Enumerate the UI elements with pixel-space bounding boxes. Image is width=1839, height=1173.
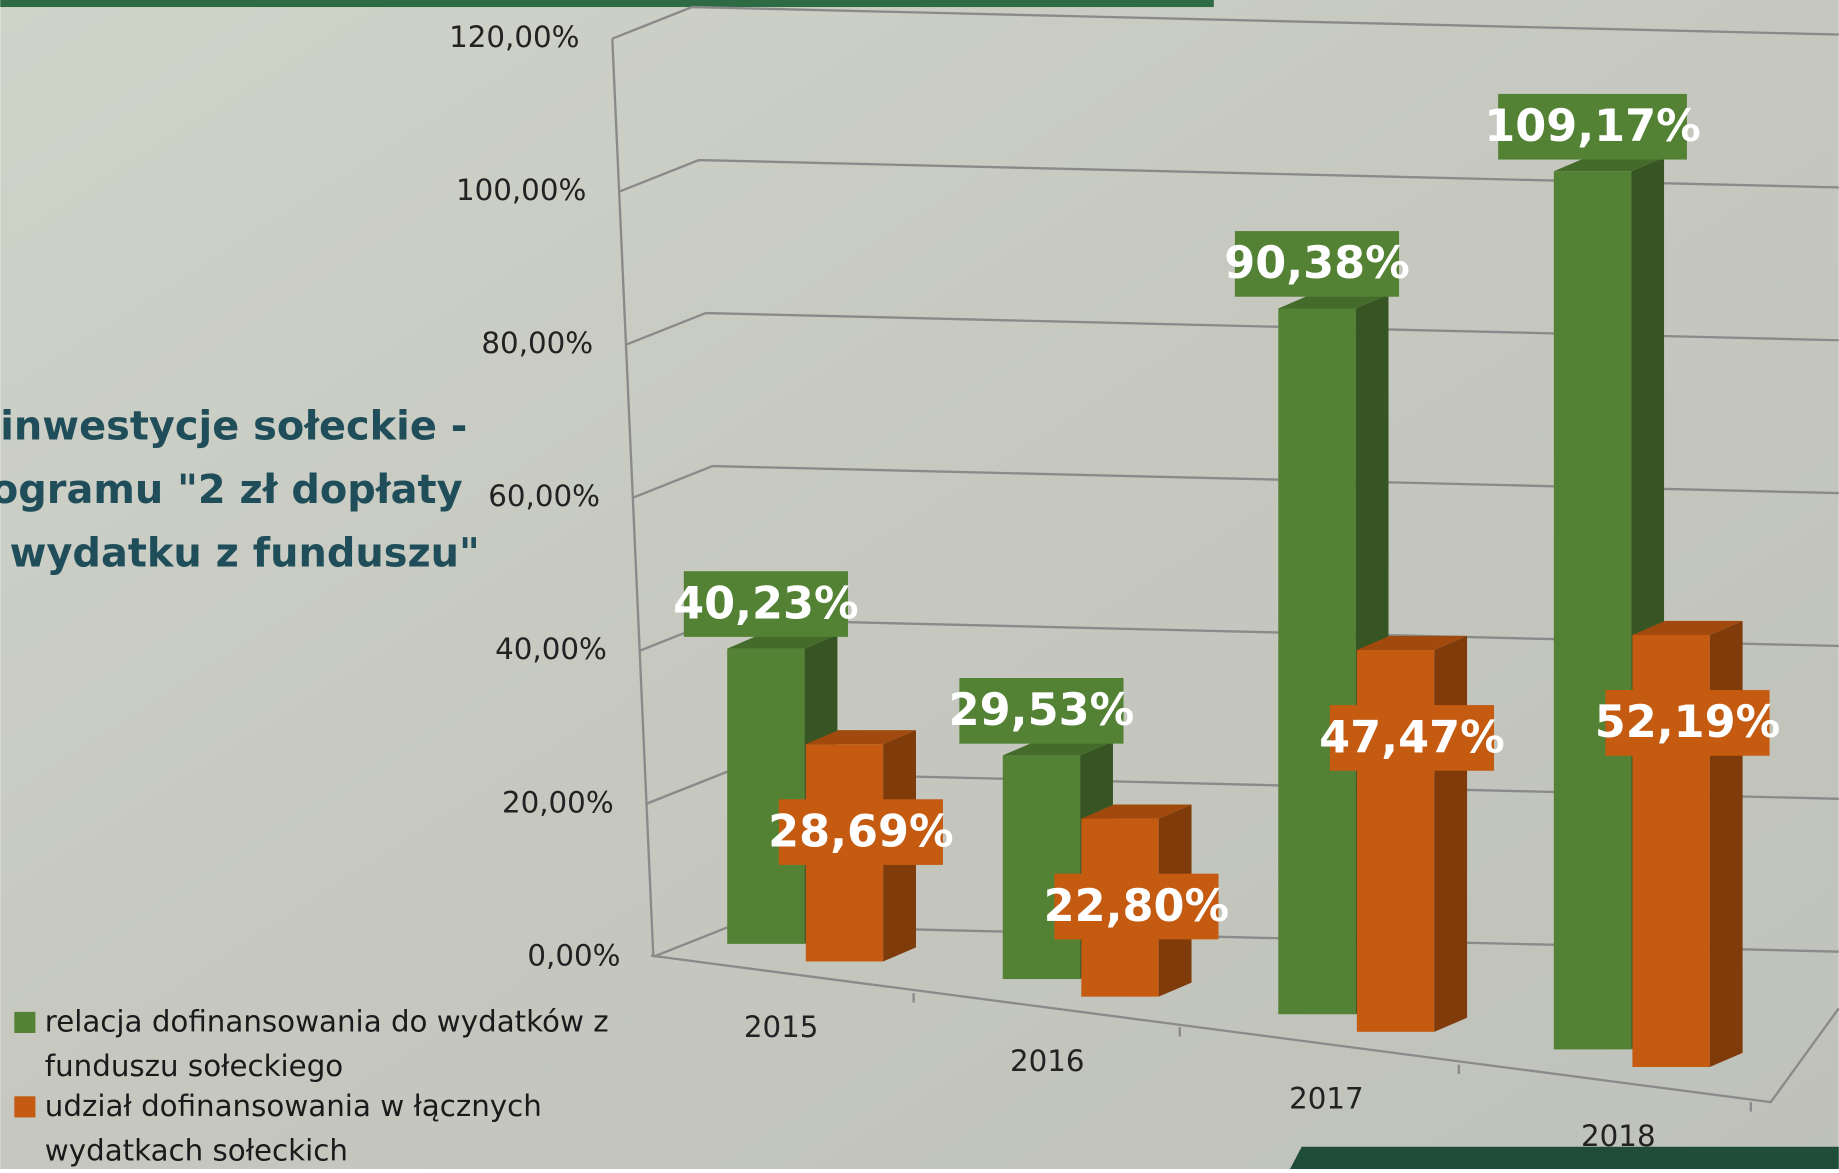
legend-label: udział dofinansowania w łącznych wydatkac…	[45, 1088, 542, 1167]
title-line: inwestycje sołeckie -	[0, 404, 467, 450]
value-label: 90,38%	[1224, 237, 1410, 289]
x-tick-label: 2016	[1010, 1044, 1085, 1078]
bar-front	[727, 648, 805, 944]
value-label-box	[1329, 705, 1495, 771]
y-tick-label: 0,00%	[527, 938, 620, 972]
bar-top	[727, 634, 838, 649]
bar	[1632, 620, 1743, 1067]
bar-side	[1434, 635, 1468, 1032]
legend-swatch	[14, 1011, 36, 1033]
value-label-box	[683, 571, 848, 637]
y-tick-label: 60,00%	[488, 479, 600, 513]
grid-line	[625, 311, 1839, 346]
y-axis	[611, 38, 655, 957]
y-tick-label: 100,00%	[456, 173, 586, 207]
value-label: 28,69%	[768, 805, 954, 857]
value-label-box	[1498, 93, 1687, 160]
bar	[1278, 294, 1389, 1015]
bar-side	[1709, 620, 1743, 1067]
legend-label-line: udział dofinansowania w łącznych	[45, 1088, 542, 1122]
x-tick-label: 2018	[1581, 1119, 1656, 1153]
floor-edge	[650, 954, 1839, 1104]
legend-label: relacja dofinansowania do wydatków z fund…	[45, 1004, 609, 1083]
grid-line	[632, 464, 1839, 499]
value-label-box	[1054, 873, 1219, 940]
bar-front	[1002, 755, 1081, 980]
value-label: 52,19%	[1595, 696, 1781, 748]
bar-top	[805, 730, 916, 745]
bottom-band	[1290, 1146, 1839, 1169]
grid-line	[611, 5, 1839, 40]
value-label-box	[1234, 231, 1400, 297]
bar-top	[1632, 620, 1743, 635]
value-label: 109,17%	[1484, 100, 1701, 152]
grid-line	[646, 770, 1839, 805]
title-line: ogramu "2 zł dopłaty	[0, 467, 463, 513]
value-label: 22,80%	[1044, 880, 1230, 932]
x-tick-label: 2015	[744, 1010, 819, 1044]
legend-swatch	[14, 1096, 36, 1118]
x-tick-label: 2017	[1289, 1081, 1364, 1115]
bar-top	[1081, 804, 1192, 819]
value-label: 40,23%	[673, 577, 859, 629]
value-label: 29,53%	[949, 684, 1135, 736]
value-label-box	[1605, 690, 1770, 756]
value-label-box	[959, 677, 1124, 744]
y-tick-label: 120,00%	[449, 20, 579, 54]
bar-top	[1356, 635, 1468, 650]
legend-label-line: relacja dofinansowania do wydatków z	[45, 1004, 609, 1038]
bar	[1356, 635, 1468, 1032]
bar-top	[1278, 294, 1389, 309]
legend: relacja dofinansowania do wydatków z fund…	[14, 1004, 609, 1167]
bar-top	[1002, 741, 1113, 756]
y-tick-label: 80,00%	[481, 326, 593, 360]
grid-line	[618, 158, 1839, 193]
value-label-box	[778, 799, 943, 865]
title: inwestycje sołeckie - ogramu "2 zł dopłat…	[0, 404, 480, 577]
y-tick-label: 20,00%	[502, 785, 614, 819]
y-tick-label: 40,00%	[495, 632, 607, 666]
bar-top	[1553, 157, 1665, 172]
title-line: wydatku z funduszu"	[10, 530, 480, 576]
top-stripe	[0, 0, 1214, 8]
value-label: 47,47%	[1319, 711, 1505, 763]
bar-front	[1278, 308, 1356, 1015]
bar-front	[1553, 171, 1632, 1050]
legend-label-line: funduszu sołeckiego	[45, 1048, 343, 1082]
legend-label-line: wydatkach sołeckich	[45, 1133, 348, 1167]
